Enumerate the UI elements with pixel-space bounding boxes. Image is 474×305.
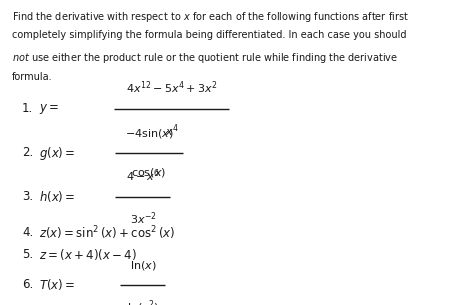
Text: $3x^{-2}$: $3x^{-2}$ <box>129 210 156 227</box>
Text: formula.: formula. <box>12 71 53 81</box>
Text: $z = (x + 4)(x - 4)$: $z = (x + 4)(x - 4)$ <box>39 247 137 263</box>
Text: $\mathit{not}$ use either the product rule or the quotient rule while finding th: $\mathit{not}$ use either the product ru… <box>12 51 398 65</box>
Text: $x^4$: $x^4$ <box>165 122 179 138</box>
Text: 2.: 2. <box>22 146 33 160</box>
Text: 6.: 6. <box>22 278 33 292</box>
Text: $4 - x^6$: $4 - x^6$ <box>126 167 160 184</box>
Text: 5.: 5. <box>22 249 33 261</box>
Text: $z(x) = \sin^2(x) + \cos^2(x)$: $z(x) = \sin^2(x) + \cos^2(x)$ <box>39 224 175 242</box>
Text: $g(x) =$: $g(x) =$ <box>39 145 75 162</box>
Text: $y =$: $y =$ <box>39 102 59 116</box>
Text: 4.: 4. <box>22 227 33 239</box>
Text: $\ln(x^2)$: $\ln(x^2)$ <box>127 298 159 305</box>
Text: $\cos(x)$: $\cos(x)$ <box>131 166 166 179</box>
Text: 1.: 1. <box>22 102 33 116</box>
Text: $\ln(x)$: $\ln(x)$ <box>130 259 156 272</box>
Text: $h(x) =$: $h(x) =$ <box>39 189 75 204</box>
Text: Find the derivative with respect to $x$ for each of the following functions afte: Find the derivative with respect to $x$ … <box>12 10 409 24</box>
Text: $T(x) =$: $T(x) =$ <box>39 278 75 292</box>
Text: $-4\sin(x)$: $-4\sin(x)$ <box>125 127 173 140</box>
Text: 3.: 3. <box>22 191 33 203</box>
Text: $4x^{12} - 5x^4 + 3x^2$: $4x^{12} - 5x^4 + 3x^2$ <box>126 79 218 96</box>
Text: completely simplifying the formula being differentiated. In each case you should: completely simplifying the formula being… <box>12 30 407 41</box>
